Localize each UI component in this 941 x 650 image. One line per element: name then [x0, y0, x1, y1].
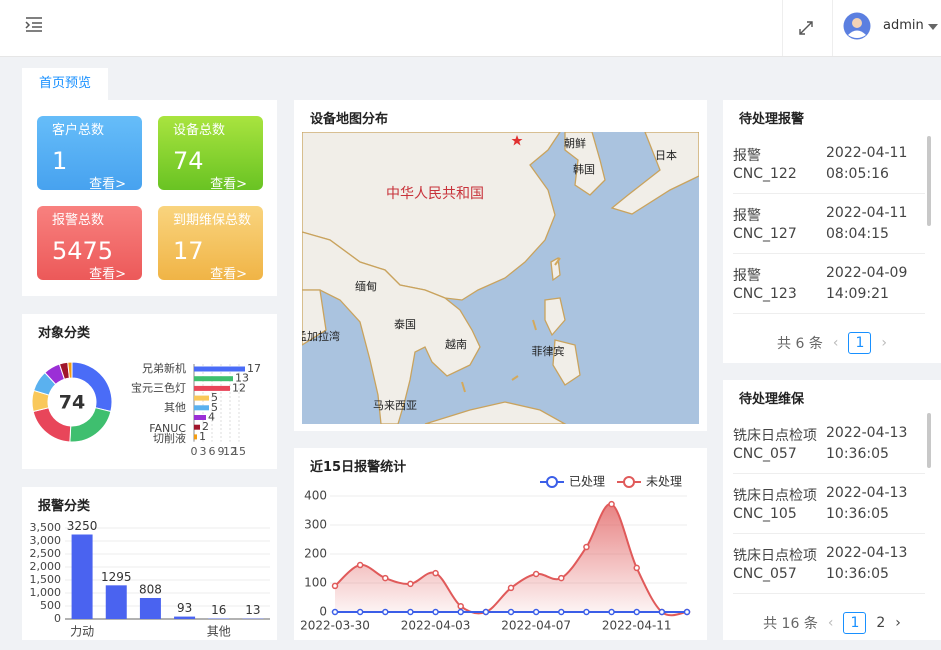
list-item[interactable]: 铣床日点检项 CNC_105 2022-04-13 10:36:05	[733, 473, 925, 534]
list-item[interactable]: 铣床日点检项 CNC_057 2022-04-13 10:36:05	[733, 533, 925, 594]
page-number[interactable]: 1	[843, 612, 867, 634]
item-time: 10:36:05	[826, 506, 889, 522]
item-type: 铣床日点检项	[733, 488, 817, 504]
alarm-list-panel: 待处理报警报警 CNC_122 2022-04-11 08:05:16 报警 CNC_12…	[723, 100, 941, 363]
prev-page[interactable]: ‹	[832, 335, 839, 351]
fullscreen-button[interactable]	[796, 18, 816, 38]
item-type: 报警	[733, 268, 761, 284]
list-item[interactable]: 报警 CNC_122 2022-04-11 08:05:16	[733, 133, 925, 194]
panel-title: 对象分类	[38, 326, 91, 341]
item-type: 报警	[733, 148, 761, 164]
menu-toggle[interactable]	[25, 16, 45, 32]
item-device: CNC_057	[733, 566, 797, 582]
item-time: 14:09:21	[826, 286, 889, 302]
stat-link[interactable]: 查看>	[210, 177, 247, 190]
item-date: 2022-04-09	[826, 265, 908, 281]
stat-link[interactable]: 查看>	[89, 267, 126, 280]
avatar[interactable]	[843, 12, 871, 40]
next-page[interactable]: ›	[881, 335, 887, 351]
list-item[interactable]: 铣床日点检项 CNC_057 2022-04-13 10:36:05	[733, 413, 925, 474]
header: admin	[0, 0, 941, 57]
item-time: 08:04:15	[826, 226, 889, 242]
tab[interactable]: 首页预览	[22, 68, 108, 100]
panel-title: 报警分类	[38, 499, 91, 514]
item-type: 铣床日点检项	[733, 548, 817, 564]
page-number[interactable]: 1	[848, 332, 872, 354]
maintenance-list-panel: 待处理维保 铣床日点检项 CNC_057 2022-04-13 10:36:05 铣床日点…	[723, 380, 941, 640]
item-type: 报警	[733, 208, 761, 224]
stat-label: 到期维保总数	[173, 213, 252, 228]
stat-card[interactable]: 到期维保总数 17 查看>	[158, 206, 263, 280]
stat-value: 5475	[52, 237, 114, 265]
item-date: 2022-04-13	[826, 545, 908, 561]
prev-page[interactable]: ‹	[827, 615, 834, 631]
item-date: 2022-04-13	[826, 425, 908, 441]
panel-title: 待处理报警	[739, 112, 805, 127]
list-item[interactable]: 报警 CNC_127 2022-04-11 08:04:15	[733, 193, 925, 254]
trend-panel: 近15日报警统计	[294, 448, 707, 640]
item-device: CNC_057	[733, 446, 797, 462]
stat-link[interactable]: 查看>	[210, 267, 247, 280]
stat-card[interactable]: 客户总数 1 查看>	[37, 116, 142, 190]
stat-label: 设备总数	[173, 123, 226, 138]
username[interactable]: admin	[883, 18, 924, 33]
stat-label: 客户总数	[52, 123, 105, 138]
item-date: 2022-04-13	[826, 485, 908, 501]
dropdown-caret[interactable]	[928, 24, 938, 30]
item-date: 2022-04-11	[826, 205, 908, 221]
stats-panel: 客户总数 1 查看> 设备总数 74 查看> 报警总数 5475 查看> 到期维保总数 17 查看>	[22, 100, 277, 296]
panel-title: 近15日报警统计	[310, 460, 407, 475]
object-panel: 对象分类	[22, 314, 277, 469]
stat-card[interactable]: 报警总数 5475 查看>	[37, 206, 142, 280]
pagination: 共 6 条 ‹ 1 ›	[723, 331, 941, 355]
item-device: CNC_122	[733, 166, 797, 182]
item-device: CNC_127	[733, 226, 797, 242]
pagination: 共 16 条 ‹ 1 2 ›	[723, 611, 941, 635]
alarm-type-panel: 报警分类	[22, 487, 277, 640]
stat-value: 74	[173, 147, 204, 175]
stat-card[interactable]: 设备总数 74 查看>	[158, 116, 263, 190]
item-device: CNC_123	[733, 286, 797, 302]
item-time: 08:05:16	[826, 166, 889, 182]
item-time: 10:36:05	[826, 566, 889, 582]
item-type: 铣床日点检项	[733, 428, 817, 444]
page-number[interactable]: 2	[876, 615, 886, 631]
next-page[interactable]: ›	[895, 615, 901, 631]
stat-value: 1	[52, 147, 68, 175]
panel-title: 待处理维保	[739, 392, 805, 407]
item-time: 10:36:05	[826, 446, 889, 462]
scrollbar	[927, 413, 931, 468]
stat-label: 报警总数	[52, 213, 105, 228]
total-count: 共 6 条	[777, 336, 823, 352]
list-item[interactable]: 报警 CNC_123 2022-04-09 14:09:21	[733, 253, 925, 314]
scrollbar	[927, 136, 931, 226]
stat-value: 17	[173, 237, 204, 265]
panel-title: 设备地图分布	[310, 112, 389, 127]
item-device: CNC_105	[733, 506, 797, 522]
map-panel: 设备地图分布	[294, 100, 707, 431]
stat-link[interactable]: 查看>	[89, 177, 126, 190]
total-count: 共 16 条	[763, 616, 818, 632]
item-date: 2022-04-11	[826, 145, 908, 161]
